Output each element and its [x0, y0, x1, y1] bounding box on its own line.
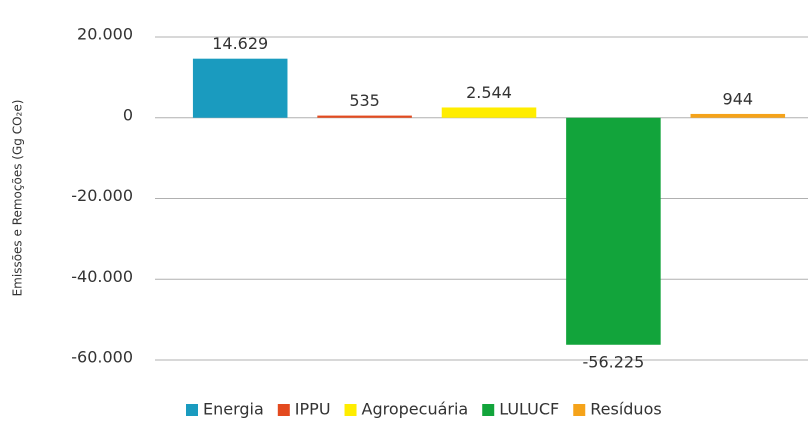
- data-label: -56.225: [583, 352, 645, 371]
- legend-label: Resíduos: [590, 400, 661, 419]
- bar: [566, 117, 661, 345]
- data-label: 14.629: [212, 34, 268, 53]
- legend-label: Agropecuária: [362, 400, 469, 419]
- legend-label: IPPU: [295, 400, 331, 419]
- y-tick-label: -40.000: [71, 267, 133, 286]
- y-tick-label: 20.000: [77, 25, 133, 44]
- legend-swatch: [344, 404, 357, 416]
- legend-label: LULUCF: [499, 400, 559, 419]
- bar: [192, 58, 288, 118]
- bar: [441, 107, 537, 118]
- y-tick-label: -20.000: [71, 186, 133, 205]
- legend-swatch: [573, 404, 586, 416]
- bar: [690, 113, 786, 118]
- y-axis-title: Emissões e Remoções (Gg CO₂e): [11, 100, 25, 297]
- y-tick-label: 0: [123, 105, 133, 124]
- y-tick-label: -60.000: [71, 348, 133, 367]
- legend-swatch: [186, 404, 198, 416]
- bar: [317, 115, 412, 118]
- data-label: 2.544: [466, 83, 512, 102]
- data-label: 944: [723, 89, 754, 108]
- legend-swatch: [482, 404, 495, 416]
- data-label: 535: [349, 91, 380, 110]
- legend-swatch: [277, 404, 290, 416]
- legend-label: Energia: [203, 400, 264, 419]
